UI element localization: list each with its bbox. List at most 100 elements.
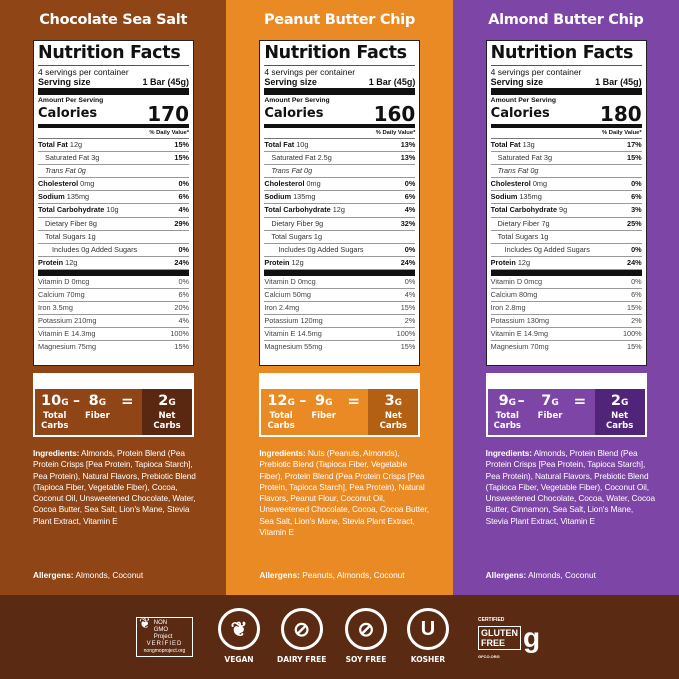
logo-text: VERIFIED bbox=[146, 641, 183, 647]
divider bbox=[490, 269, 642, 276]
flavor-column: Almond Butter Chip Nutrition Facts 4 ser… bbox=[452, 0, 679, 595]
nutrient-row: Total Fat 12g 15% bbox=[38, 139, 189, 153]
net-carbs-value: 2 bbox=[158, 393, 169, 409]
net-carb-calculation: Net Carbohydrate Calculation 9G Total Carb… bbox=[485, 373, 647, 437]
unit: G bbox=[287, 398, 295, 408]
flavor-column: Chocolate Sea Salt Nutrition Facts 4 ser… bbox=[0, 0, 227, 595]
nutrition-facts-heading: Nutrition Facts bbox=[490, 43, 642, 66]
nutrient-row: Includes 0g Added Sugars 0% bbox=[490, 244, 642, 257]
badge-label: KOSHER bbox=[410, 655, 446, 664]
mineral-row: Magnesium 75mg 15% bbox=[38, 341, 189, 354]
nutrient-amount: 10g bbox=[296, 140, 309, 149]
nutrient-name: Total Fat bbox=[264, 140, 295, 149]
daily-value: 25% bbox=[627, 218, 642, 228]
gfco-g-icon: g bbox=[523, 622, 541, 653]
ingredients: Ingredients: Almonds, Protein Blend (Pea… bbox=[33, 448, 203, 527]
unit: G bbox=[551, 398, 559, 408]
nutrient-row: Dietary Fiber 7g 25% bbox=[490, 218, 642, 231]
nutrient-row: Trans Fat 0g bbox=[264, 165, 416, 179]
daily-value: 100% bbox=[396, 328, 416, 338]
mineral-row: Vitamin E 14.3mg 100% bbox=[38, 328, 189, 341]
daily-value: 0% bbox=[178, 179, 189, 189]
daily-value: 2% bbox=[404, 315, 416, 325]
allergens-text: Almonds, Coconut bbox=[75, 570, 144, 580]
badge-dairy-free: ⊘ DAIRY FREE bbox=[277, 608, 326, 664]
mineral-row: Vitamin D 0mcg 0% bbox=[264, 276, 416, 289]
nutrient-name: Protein bbox=[490, 257, 516, 267]
flavor-title: Almond Butter Chip bbox=[488, 12, 644, 28]
net-carb-body: 10G Total Carbs – 8G Fiber = 2G Net Carbs bbox=[35, 389, 192, 435]
serving-size: Serving size 1 Bar (45g) bbox=[264, 77, 415, 87]
daily-value: 15% bbox=[400, 302, 416, 312]
nutrient-amount: 12g bbox=[65, 257, 78, 267]
daily-value: 15% bbox=[627, 302, 642, 312]
logo-text: GMO bbox=[153, 627, 169, 633]
calories-value: 170 bbox=[147, 102, 189, 126]
logo-text: NON bbox=[153, 620, 168, 626]
nutrient-amount: 9g bbox=[559, 205, 568, 215]
logo-text: Project bbox=[153, 634, 173, 640]
fiber: 8G Fiber bbox=[85, 393, 110, 421]
nutrient-name: Cholesterol bbox=[490, 179, 531, 189]
logo-text: FREE bbox=[481, 638, 506, 648]
nutrient-amount: 12g bbox=[69, 140, 83, 149]
net-carb-heading: Net Carbohydrate Calculation bbox=[261, 375, 419, 389]
flavor-columns: Chocolate Sea Salt Nutrition Facts 4 ser… bbox=[0, 0, 679, 595]
calories-label: Calories bbox=[490, 106, 550, 121]
mineral-name: Magnesium 55mg bbox=[264, 341, 323, 351]
daily-value: 6% bbox=[178, 192, 189, 202]
ingredients-label: Ingredients: bbox=[259, 448, 306, 458]
daily-value: 24% bbox=[174, 257, 189, 267]
minus-sign: – bbox=[73, 393, 80, 409]
ingredients-text: Almonds, Protein Blend (Pea Protein Cris… bbox=[485, 448, 656, 526]
nutrient-name: Protein bbox=[264, 257, 290, 267]
allergens: Allergens: Almonds, Coconut bbox=[486, 570, 596, 580]
nutrient-name: Trans Fat 0g bbox=[271, 166, 313, 176]
nutrient-row: Sodium 135mg 6% bbox=[264, 191, 416, 205]
allergens-text: Peanuts, Almonds, Coconut bbox=[302, 570, 405, 580]
unit: G bbox=[61, 398, 69, 408]
mineral-name: Vitamin E 14.3mg bbox=[38, 328, 96, 338]
ingredients-text: Almonds, Protein Blend (Pea Protein Cris… bbox=[33, 448, 196, 526]
servings-per-container: 4 servings per container bbox=[38, 67, 129, 77]
nutrient-row: Total Sugars 1g bbox=[490, 231, 642, 244]
kosher-u-icon: U bbox=[407, 608, 449, 650]
serving-size-value: 1 Bar (45g) bbox=[142, 77, 189, 87]
net-carbs: 2G Net Carbs bbox=[142, 389, 192, 435]
equals-sign: = bbox=[573, 392, 587, 410]
leaf-icon: ❦ bbox=[139, 615, 151, 631]
mineral-row: Vitamin D 0mcg 0% bbox=[38, 276, 189, 289]
net-carb-calculation: Net Carbohydrate Calculation 12G Total Car… bbox=[259, 373, 421, 437]
serving-size-label: Serving size bbox=[264, 77, 317, 87]
nutrient-name: Includes 0g Added Sugars bbox=[504, 244, 590, 254]
daily-value: 0% bbox=[178, 276, 189, 286]
nutrient-name: Total Sugars 1g bbox=[497, 231, 549, 241]
nutrient-amount: 135mg bbox=[519, 192, 542, 202]
serving-size: Serving size 1 Bar (45g) bbox=[491, 77, 642, 87]
label: Total bbox=[269, 411, 293, 421]
daily-value: 0% bbox=[178, 244, 189, 254]
nutrient-row: Cholesterol 0mg 0% bbox=[38, 178, 189, 192]
calories-value: 160 bbox=[373, 102, 416, 126]
badge-soy-free: ⊘ SOY FREE bbox=[345, 608, 387, 664]
unit: G bbox=[168, 398, 176, 408]
nutrient-row: Total Carbohydrate 10g 4% bbox=[38, 204, 189, 218]
nutrient-row: Protein 12g 24% bbox=[490, 257, 642, 270]
daily-value: 6% bbox=[178, 289, 189, 299]
nutrient-name: Total Sugars 1g bbox=[45, 231, 96, 241]
calories-row: Calories 160 bbox=[264, 102, 416, 128]
fiber-value: 9 bbox=[314, 393, 326, 409]
total-carbs-value: 9 bbox=[498, 393, 509, 409]
amount-per-serving: Amount Per Serving bbox=[264, 97, 330, 104]
daily-value-header: % Daily Value* bbox=[264, 128, 416, 139]
nutrient-row: Total Sugars 1g bbox=[264, 231, 416, 244]
logo-text: CERTIFIED bbox=[478, 617, 505, 623]
label: Carbs bbox=[267, 421, 295, 431]
nutrition-facts-label: Nutrition Facts 4 servings per container… bbox=[485, 40, 647, 366]
daily-value: 15% bbox=[174, 140, 189, 149]
nutrient-amount: 12g bbox=[517, 257, 531, 267]
label: Carbs bbox=[153, 421, 181, 431]
allergens: Allergens: Almonds, Coconut bbox=[33, 570, 143, 580]
mineral-name: Vitamin D 0mcg bbox=[264, 276, 316, 286]
daily-value: 4% bbox=[178, 205, 189, 215]
